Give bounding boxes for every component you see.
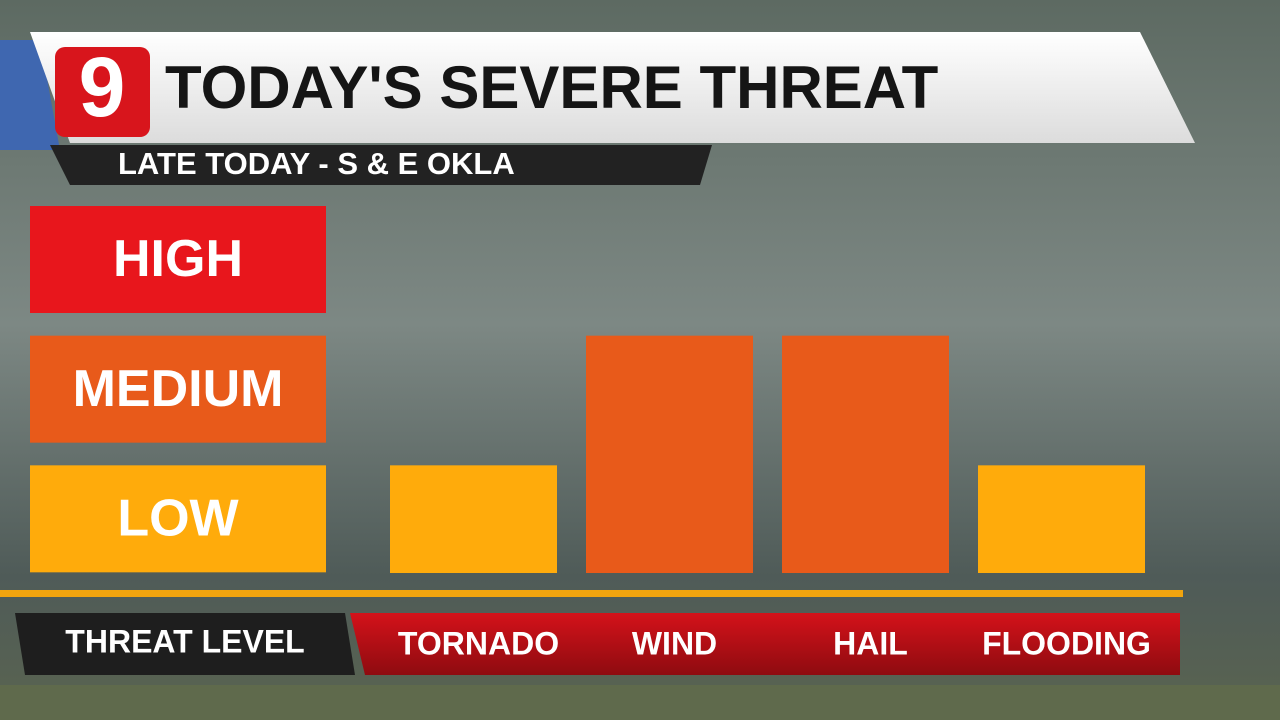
level-box	[30, 335, 326, 443]
level-box	[30, 465, 326, 573]
ground	[0, 685, 1280, 720]
x-tick-label: TORNADO	[398, 625, 559, 661]
bar	[586, 335, 753, 573]
x-tick-label: FLOODING	[982, 625, 1151, 661]
bar	[978, 465, 1145, 573]
logo-text: 9	[79, 40, 126, 134]
logo	[55, 47, 150, 137]
bar	[390, 465, 557, 573]
level-box	[30, 206, 326, 313]
y-tick-label: MEDIUM	[73, 360, 284, 418]
x-label-bar	[15, 613, 355, 675]
subtitle-bar	[50, 145, 712, 185]
subtitle: LATE TODAY - S & E OKLA	[118, 146, 515, 181]
y-tick-label: HIGH	[113, 230, 243, 288]
bar	[782, 335, 949, 573]
x-tick-label: WIND	[632, 625, 717, 661]
chart-title: TODAY'S SEVERE THREAT	[165, 54, 938, 121]
title-banner	[30, 32, 1195, 143]
baseline	[0, 590, 1183, 597]
x-tick-label: HAIL	[833, 625, 908, 661]
x-axis-label: THREAT LEVEL	[65, 623, 304, 659]
category-bar	[350, 613, 1180, 675]
y-tick-label: LOW	[117, 490, 239, 548]
